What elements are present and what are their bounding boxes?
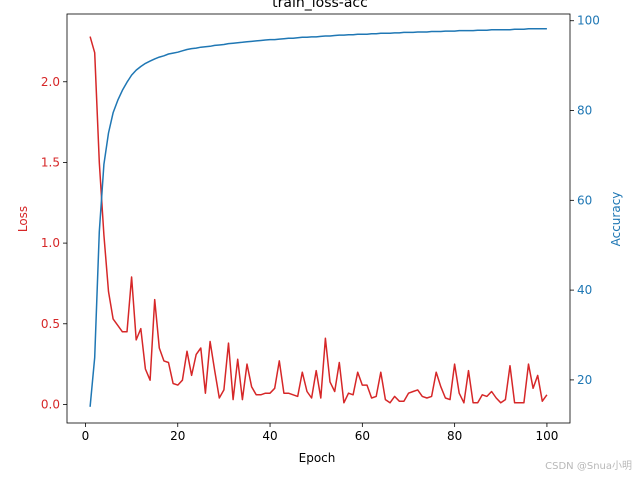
y-left-tick-label: 0.5 [41, 317, 60, 331]
y-left-tick-label: 1.0 [41, 236, 60, 250]
y-left-tick-label: 2.0 [41, 75, 60, 89]
y-axis-left-label: Loss [16, 206, 30, 232]
y-left-tick-label: 1.5 [41, 155, 60, 169]
x-tick-label: 0 [82, 429, 90, 443]
loss-series-line [89, 36, 548, 404]
x-tick-label: 100 [535, 429, 558, 443]
y-right-tick-label: 80 [577, 104, 592, 118]
y-right-tick-label: 100 [577, 14, 600, 28]
x-tick-label: 20 [170, 429, 185, 443]
y-right-tick-label: 20 [577, 373, 592, 387]
chart-title: train_loss-acc [272, 0, 368, 11]
x-tick-label: 80 [447, 429, 462, 443]
x-axis-label: Epoch [299, 451, 336, 465]
y-right-tick-label: 40 [577, 283, 592, 297]
x-tick-label: 60 [355, 429, 370, 443]
plot-area: 0 20 40 60 80 100 0.0 0.5 1.0 1.5 2.0 20 40 60 80 100 [41, 13, 600, 443]
y-axis-right-label: Accuracy [609, 192, 623, 247]
plot-frame [66, 13, 571, 424]
x-tick-label: 40 [262, 429, 277, 443]
y-right-tick-label: 60 [577, 193, 592, 207]
watermark: CSDN @Snua小明 [545, 461, 632, 472]
accuracy-series-line [89, 28, 547, 407]
y-left-tick-label: 0.0 [41, 397, 60, 411]
